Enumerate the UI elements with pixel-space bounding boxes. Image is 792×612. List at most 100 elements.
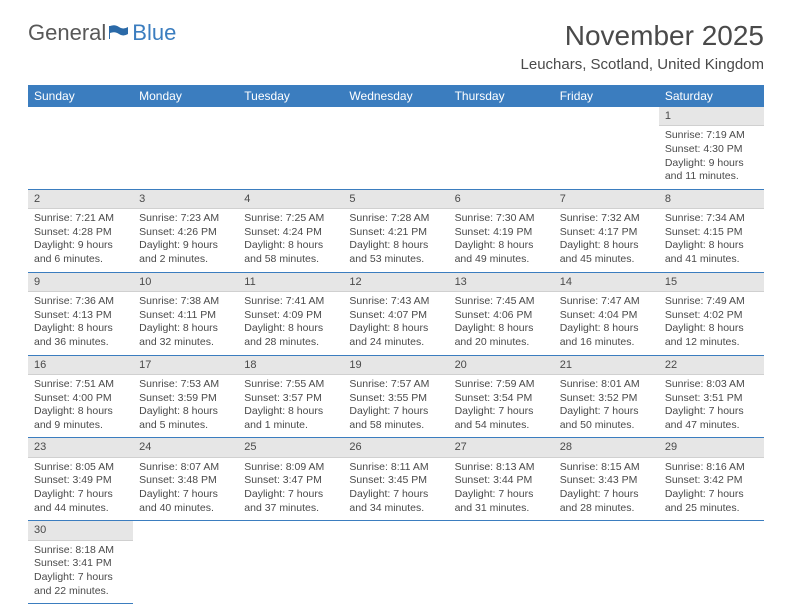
sunset-text: Sunset: 4:07 PM (349, 309, 442, 323)
sunset-text: Sunset: 4:00 PM (34, 392, 127, 406)
day-number: 17 (133, 356, 238, 375)
calendar-day-cell (133, 521, 238, 604)
day-number: 5 (343, 190, 448, 209)
logo-text-2: Blue (132, 20, 176, 46)
logo: General Blue (28, 20, 176, 46)
calendar-day-cell: 15Sunrise: 7:49 AMSunset: 4:02 PMDayligh… (659, 272, 764, 355)
sunrise-text: Sunrise: 7:28 AM (349, 212, 442, 226)
sunrise-text: Sunrise: 7:47 AM (560, 295, 653, 309)
day-number (554, 521, 659, 539)
day-content: Sunrise: 7:41 AMSunset: 4:09 PMDaylight:… (238, 292, 343, 355)
day-number (28, 107, 133, 125)
weekday-header-row: Sunday Monday Tuesday Wednesday Thursday… (28, 85, 764, 107)
daylight-text: Daylight: 8 hours and 24 minutes. (349, 322, 442, 349)
day-number: 21 (554, 356, 659, 375)
sunset-text: Sunset: 4:15 PM (665, 226, 758, 240)
logo-text-1: General (28, 20, 106, 46)
day-number: 29 (659, 438, 764, 457)
sunrise-text: Sunrise: 7:51 AM (34, 378, 127, 392)
calendar-day-cell: 24Sunrise: 8:07 AMSunset: 3:48 PMDayligh… (133, 438, 238, 521)
calendar-day-cell: 25Sunrise: 8:09 AMSunset: 3:47 PMDayligh… (238, 438, 343, 521)
calendar-day-cell (659, 521, 764, 604)
day-number: 12 (343, 273, 448, 292)
day-number: 23 (28, 438, 133, 457)
day-content: Sunrise: 7:47 AMSunset: 4:04 PMDaylight:… (554, 292, 659, 355)
sunset-text: Sunset: 4:28 PM (34, 226, 127, 240)
calendar-table: Sunday Monday Tuesday Wednesday Thursday… (28, 85, 764, 604)
daylight-text: Daylight: 8 hours and 41 minutes. (665, 239, 758, 266)
daylight-text: Daylight: 8 hours and 32 minutes. (139, 322, 232, 349)
sunrise-text: Sunrise: 7:25 AM (244, 212, 337, 226)
calendar-day-cell: 16Sunrise: 7:51 AMSunset: 4:00 PMDayligh… (28, 355, 133, 438)
calendar-day-cell: 11Sunrise: 7:41 AMSunset: 4:09 PMDayligh… (238, 272, 343, 355)
sunset-text: Sunset: 3:51 PM (665, 392, 758, 406)
sunset-text: Sunset: 4:04 PM (560, 309, 653, 323)
daylight-text: Daylight: 8 hours and 12 minutes. (665, 322, 758, 349)
sunrise-text: Sunrise: 7:53 AM (139, 378, 232, 392)
sunset-text: Sunset: 4:21 PM (349, 226, 442, 240)
calendar-day-cell (238, 521, 343, 604)
daylight-text: Daylight: 8 hours and 16 minutes. (560, 322, 653, 349)
daylight-text: Daylight: 7 hours and 50 minutes. (560, 405, 653, 432)
day-content: Sunrise: 7:36 AMSunset: 4:13 PMDaylight:… (28, 292, 133, 355)
day-number: 19 (343, 356, 448, 375)
calendar-day-cell: 21Sunrise: 8:01 AMSunset: 3:52 PMDayligh… (554, 355, 659, 438)
calendar-week-row: 9Sunrise: 7:36 AMSunset: 4:13 PMDaylight… (28, 272, 764, 355)
day-content: Sunrise: 8:05 AMSunset: 3:49 PMDaylight:… (28, 458, 133, 521)
day-number: 25 (238, 438, 343, 457)
day-content: Sunrise: 8:11 AMSunset: 3:45 PMDaylight:… (343, 458, 448, 521)
calendar-day-cell (554, 521, 659, 604)
day-number (554, 107, 659, 125)
day-number: 28 (554, 438, 659, 457)
day-number (343, 521, 448, 539)
day-content: Sunrise: 7:49 AMSunset: 4:02 PMDaylight:… (659, 292, 764, 355)
calendar-day-cell: 3Sunrise: 7:23 AMSunset: 4:26 PMDaylight… (133, 189, 238, 272)
day-number: 9 (28, 273, 133, 292)
sunrise-text: Sunrise: 7:57 AM (349, 378, 442, 392)
day-content: Sunrise: 7:57 AMSunset: 3:55 PMDaylight:… (343, 375, 448, 438)
day-content: Sunrise: 7:38 AMSunset: 4:11 PMDaylight:… (133, 292, 238, 355)
daylight-text: Daylight: 8 hours and 20 minutes. (455, 322, 548, 349)
sunset-text: Sunset: 3:55 PM (349, 392, 442, 406)
day-content: Sunrise: 7:23 AMSunset: 4:26 PMDaylight:… (133, 209, 238, 272)
day-content: Sunrise: 8:09 AMSunset: 3:47 PMDaylight:… (238, 458, 343, 521)
day-content: Sunrise: 7:55 AMSunset: 3:57 PMDaylight:… (238, 375, 343, 438)
sunrise-text: Sunrise: 8:15 AM (560, 461, 653, 475)
weekday-header: Monday (133, 85, 238, 107)
sunrise-text: Sunrise: 7:49 AM (665, 295, 758, 309)
sunset-text: Sunset: 3:41 PM (34, 557, 127, 571)
day-number: 13 (449, 273, 554, 292)
day-number: 4 (238, 190, 343, 209)
sunset-text: Sunset: 3:54 PM (455, 392, 548, 406)
calendar-day-cell (554, 107, 659, 189)
daylight-text: Daylight: 8 hours and 53 minutes. (349, 239, 442, 266)
day-number: 10 (133, 273, 238, 292)
calendar-week-row: 1Sunrise: 7:19 AMSunset: 4:30 PMDaylight… (28, 107, 764, 189)
sunrise-text: Sunrise: 7:30 AM (455, 212, 548, 226)
day-number: 3 (133, 190, 238, 209)
day-content: Sunrise: 7:51 AMSunset: 4:00 PMDaylight:… (28, 375, 133, 438)
title-block: November 2025 Leuchars, Scotland, United… (521, 20, 764, 73)
calendar-day-cell: 27Sunrise: 8:13 AMSunset: 3:44 PMDayligh… (449, 438, 554, 521)
sunset-text: Sunset: 4:24 PM (244, 226, 337, 240)
day-number: 24 (133, 438, 238, 457)
calendar-day-cell: 5 Sunrise: 7:28 AMSunset: 4:21 PMDaylight… (343, 189, 448, 272)
day-content: Sunrise: 8:16 AMSunset: 3:42 PMDaylight:… (659, 458, 764, 521)
weekday-header: Wednesday (343, 85, 448, 107)
sunrise-text: Sunrise: 8:18 AM (34, 544, 127, 558)
day-content: Sunrise: 7:34 AMSunset: 4:15 PMDaylight:… (659, 209, 764, 272)
day-content: Sunrise: 8:15 AMSunset: 3:43 PMDaylight:… (554, 458, 659, 521)
day-number: 27 (449, 438, 554, 457)
sunset-text: Sunset: 3:48 PM (139, 474, 232, 488)
day-number: 14 (554, 273, 659, 292)
daylight-text: Daylight: 8 hours and 49 minutes. (455, 239, 548, 266)
day-content: Sunrise: 8:13 AMSunset: 3:44 PMDaylight:… (449, 458, 554, 521)
day-number (238, 107, 343, 125)
day-number: 20 (449, 356, 554, 375)
sunrise-text: Sunrise: 8:05 AM (34, 461, 127, 475)
sunrise-text: Sunrise: 8:09 AM (244, 461, 337, 475)
sunset-text: Sunset: 3:45 PM (349, 474, 442, 488)
calendar-day-cell (449, 521, 554, 604)
weekday-header: Tuesday (238, 85, 343, 107)
sunset-text: Sunset: 4:11 PM (139, 309, 232, 323)
